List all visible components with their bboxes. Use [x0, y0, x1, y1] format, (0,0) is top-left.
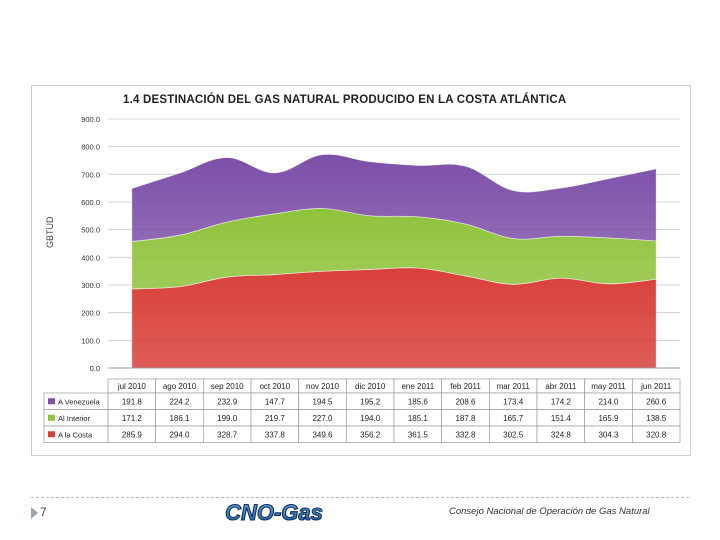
- y-tick-label: 700.0: [81, 170, 100, 179]
- data-label: 320.8: [646, 430, 667, 439]
- y-tick-label: 100.0: [81, 336, 100, 345]
- data-label: 194.0: [360, 414, 381, 423]
- x-tick-label: jun 2011: [640, 382, 672, 391]
- data-label: 208.6: [455, 397, 476, 406]
- data-label: 165.9: [598, 414, 619, 423]
- x-tick-label: mar 2011: [497, 382, 531, 391]
- x-tick-label: oct 2010: [259, 382, 290, 391]
- data-label: 304.3: [598, 430, 619, 439]
- table-cell: [631, 425, 681, 443]
- legend-swatch: [48, 414, 55, 421]
- data-label: 138.5: [646, 414, 667, 423]
- data-label: 187.8: [455, 414, 476, 423]
- x-tick-label: abr 2011: [545, 382, 577, 391]
- svg-text:CNO-Gas: CNO-Gas: [225, 500, 323, 525]
- data-label: 173.4: [503, 397, 524, 406]
- legend-label: A Venezuela: [58, 397, 101, 406]
- chart-title: 1.4 DESTINACIÓN DEL GAS NATURAL PRODUCID…: [123, 94, 567, 106]
- legend-label: A la Costa: [58, 430, 93, 439]
- data-label: 185.1: [408, 414, 429, 423]
- page-marker-icon: [31, 507, 38, 519]
- x-tick-label: ene 2011: [401, 382, 434, 391]
- area-series-a-venezuela: [131, 153, 657, 242]
- data-label: 302.5: [503, 430, 524, 439]
- x-tick-label: sep 2010: [211, 382, 244, 391]
- slide-bottom-rule: [31, 497, 689, 498]
- y-tick-label: 500.0: [81, 226, 100, 235]
- x-tick-label: ago 2010: [163, 382, 197, 391]
- legend-label: Al Interior: [58, 414, 91, 423]
- data-label: 185.6: [408, 397, 429, 406]
- data-label: 328.7: [217, 430, 238, 439]
- cno-gas-logo: CNO-Gas: [225, 499, 324, 525]
- y-tick-label: 600.0: [81, 198, 100, 207]
- data-label: 260.6: [646, 397, 667, 406]
- data-label: 361.5: [408, 430, 429, 439]
- legend-swatch: [48, 398, 55, 405]
- data-label: 332.8: [455, 430, 476, 439]
- footer-text: Consejo Nacional de Operación de Gas Nat…: [449, 506, 650, 517]
- data-label: 214.0: [598, 397, 619, 406]
- data-label: 294.0: [169, 430, 190, 439]
- y-tick-label: 200.0: [81, 309, 100, 318]
- y-tick-label: 300.0: [81, 281, 100, 290]
- area-series-a-la-costa: [131, 267, 657, 369]
- data-label: 199.0: [217, 414, 238, 423]
- x-tick-label: nov 2010: [306, 382, 339, 391]
- page-number: 7: [40, 505, 47, 519]
- data-label: 194.5: [312, 397, 333, 406]
- y-tick-label: 0.0: [90, 364, 100, 373]
- x-tick-label: dic 2010: [355, 382, 386, 391]
- x-tick-label: feb 2011: [450, 382, 481, 391]
- data-label: 224.2: [169, 397, 190, 406]
- data-label: 191.8: [122, 397, 143, 406]
- data-label: 356.2: [360, 430, 381, 439]
- data-label: 285.9: [122, 430, 143, 439]
- data-label: 195.2: [360, 397, 381, 406]
- data-label: 147.7: [265, 397, 286, 406]
- data-label: 151.4: [551, 414, 572, 423]
- data-label: 324.8: [551, 430, 572, 439]
- data-label: 174.2: [551, 397, 572, 406]
- data-label: 171.2: [122, 414, 143, 423]
- x-tick-label: may 2011: [591, 382, 626, 391]
- data-label: 337.8: [265, 430, 286, 439]
- legend-swatch: [48, 431, 55, 438]
- data-label: 227.0: [312, 414, 333, 423]
- data-label: 186.1: [169, 414, 190, 423]
- data-label: 219.7: [265, 414, 286, 423]
- data-label: 232.9: [217, 397, 238, 406]
- data-label: 349.6: [312, 430, 333, 439]
- data-label: 165.7: [503, 414, 524, 423]
- x-tick-label: jul 2010: [117, 382, 147, 391]
- y-tick-label: 900.0: [81, 115, 100, 124]
- y-tick-label: 400.0: [81, 253, 100, 262]
- y-tick-label: 800.0: [81, 143, 100, 152]
